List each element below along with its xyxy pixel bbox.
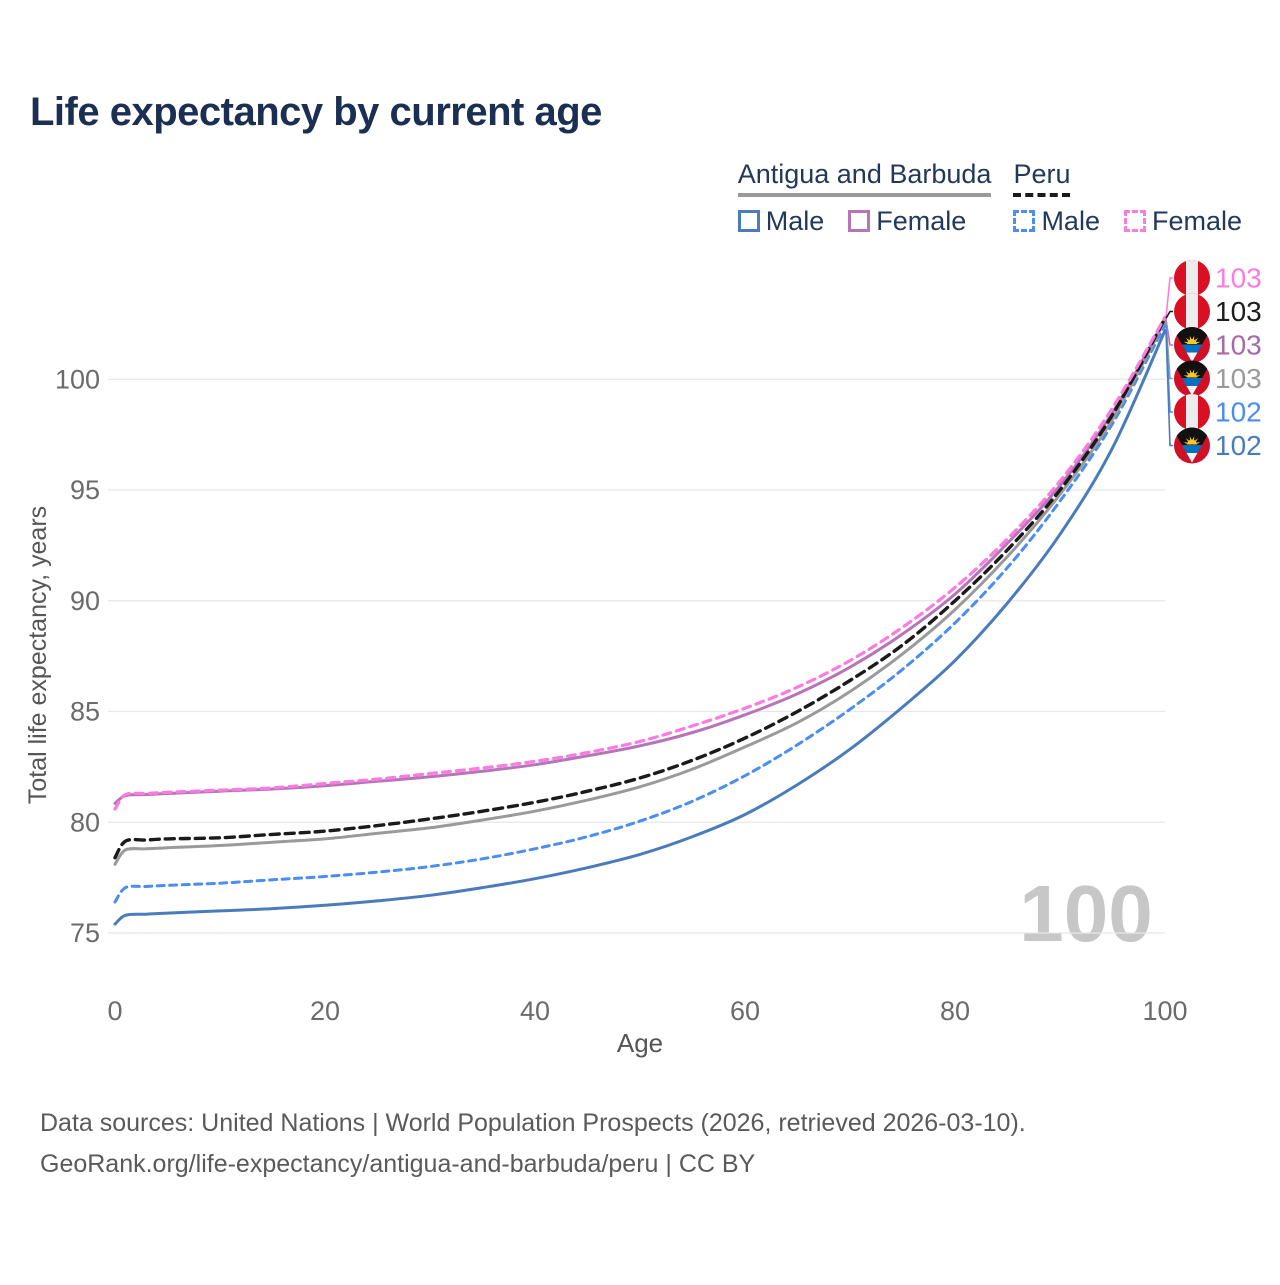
legend-label-peru-female: Female — [1151, 205, 1242, 236]
footer-url-line: GeoRank.org/life-expectancy/antigua-and-… — [40, 1150, 756, 1178]
series-line-peru-female — [113, 315, 1167, 811]
page-title: Life expectancy by current age — [30, 90, 602, 134]
x-tick-label-60: 60 — [730, 996, 760, 1026]
legend-swatch-peru-female — [1123, 210, 1146, 233]
end-value-label-antigua-and-barbuda-male: 102 — [1215, 430, 1262, 461]
legend-swatch-antigua-male — [737, 210, 760, 233]
leader-line-peru — [1165, 310, 1173, 319]
series-line-peru — [113, 316, 1167, 860]
antigua-and-barbuda-flag-icon — [1174, 327, 1210, 363]
legend-label-antigua-female: Female — [876, 205, 967, 236]
legend-items-peru: Male Female — [1013, 206, 1242, 237]
y-tick-label-100: 100 — [55, 364, 100, 394]
end-value-label-antigua-and-barbuda: 103 — [1215, 363, 1262, 394]
y-axis-title: Total life expectancy, years — [24, 506, 52, 804]
y-tick-label-90: 90 — [70, 586, 100, 616]
x-tick-label-100: 100 — [1142, 996, 1187, 1026]
leader-line-antigua-and-barbuda-female — [1165, 319, 1173, 346]
legend-swatch-antigua-female — [848, 210, 871, 233]
series-line-peru-male — [113, 323, 1167, 904]
x-tick-label-80: 80 — [940, 996, 970, 1026]
legend-label-peru-male: Male — [1041, 205, 1100, 236]
peru-flag-icon — [1174, 293, 1210, 330]
series-line-antigua-and-barbuda — [113, 319, 1167, 866]
x-tick-label-20: 20 — [310, 996, 340, 1026]
end-value-label-peru-female: 103 — [1215, 263, 1262, 294]
legend-country-antigua-and-barbuda: Antigua and Barbuda — [737, 159, 992, 197]
y-tick-label-80: 80 — [70, 807, 100, 837]
legend: Antigua and Barbuda Male Female Peru Mal… — [737, 159, 1242, 237]
y-tick-label-75: 75 — [70, 918, 100, 948]
data-source-footer: Data sources: United Nations | World Pop… — [40, 1103, 1026, 1185]
antigua-and-barbuda-flag-icon — [1174, 427, 1210, 464]
legend-item-antigua-male[interactable]: Male — [737, 205, 825, 237]
legend-items-antigua-and-barbuda: Male Female — [737, 205, 992, 237]
y-tick-label-95: 95 — [70, 475, 100, 505]
legend-label-antigua-male: Male — [765, 205, 825, 236]
peru-flag-icon — [1174, 394, 1210, 430]
leader-line-peru-female — [1165, 277, 1173, 318]
end-value-label-peru-male: 102 — [1215, 397, 1262, 428]
x-tick-label-0: 0 — [107, 996, 122, 1026]
legend-country-peru: Peru — [1013, 159, 1071, 197]
legend-group-peru: Peru Male Female — [1013, 159, 1242, 237]
x-axis-title: Age — [617, 1028, 663, 1058]
series-line-antigua-and-barbuda-female — [113, 317, 1167, 805]
y-tick-label-85: 85 — [70, 697, 100, 727]
peru-flag-icon — [1174, 260, 1210, 296]
legend-swatch-peru-male — [1013, 210, 1036, 233]
legend-group-antigua-and-barbuda: Antigua and Barbuda Male Female — [737, 159, 992, 237]
antigua-and-barbuda-flag-icon — [1174, 360, 1210, 397]
legend-item-peru-female[interactable]: Female — [1123, 205, 1242, 237]
footer-sources-line: Data sources: United Nations | World Pop… — [40, 1109, 1026, 1137]
series-line-antigua-and-barbuda-male — [113, 329, 1167, 926]
age-counter-watermark: 100 — [1019, 869, 1152, 958]
end-value-label-antigua-and-barbuda-female: 103 — [1215, 330, 1262, 361]
leader-line-antigua-and-barbuda-male — [1165, 330, 1173, 447]
legend-item-peru-male[interactable]: Male — [1013, 206, 1100, 237]
end-value-label-peru: 103 — [1215, 296, 1262, 327]
legend-item-antigua-female[interactable]: Female — [848, 206, 966, 237]
x-tick-label-40: 40 — [520, 996, 550, 1026]
